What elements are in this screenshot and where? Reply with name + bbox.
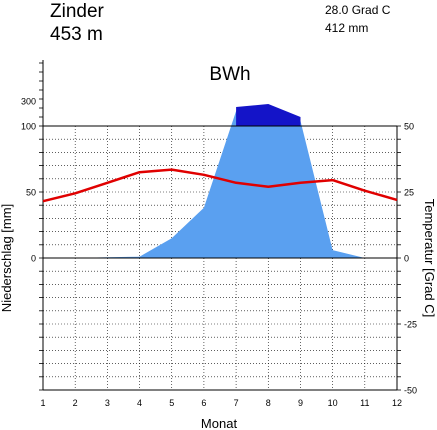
precip-tick-label: 0 (31, 254, 36, 264)
precipitation-excess-fill (236, 104, 301, 126)
month-tick-label: 9 (298, 398, 303, 408)
precip-tick-label: 300 (21, 97, 36, 107)
temp-tick-label: 25 (404, 188, 414, 198)
month-tick-label: 2 (73, 398, 78, 408)
precipitation-fill (43, 108, 397, 258)
chart-title: BWh (209, 64, 250, 85)
mean-temperature: 28.0 Grad C (325, 3, 391, 17)
temp-tick-label: -50 (404, 386, 417, 396)
month-tick-label: 3 (105, 398, 110, 408)
month-tick-label: 11 (360, 398, 369, 408)
month-tick-label: 7 (234, 398, 239, 408)
station-elevation: 453 m (50, 24, 103, 45)
x-axis-label: Monat (201, 416, 238, 430)
temp-tick-label: 50 (404, 122, 414, 132)
station-name: Zinder (50, 1, 105, 22)
month-tick-label: 1 (40, 398, 45, 408)
precipitation-area (43, 104, 397, 258)
month-tick-label: 12 (392, 398, 402, 408)
y-axis-label-right: Temperatur [Grad C] (422, 199, 437, 318)
annual-precipitation: 412 mm (325, 21, 368, 35)
month-tick-label: 8 (266, 398, 271, 408)
precip-tick-label: 100 (21, 122, 36, 132)
temperature-line (42, 168, 398, 203)
month-tick-label: 5 (169, 398, 174, 408)
temp-tick-label: -25 (404, 320, 417, 330)
y-axis-label-left: Niederschlag [mm] (0, 204, 14, 312)
precip-tick-label: 50 (26, 188, 36, 198)
temperature-polyline (42, 168, 398, 203)
month-tick-label: 4 (137, 398, 142, 408)
month-tick-label: 10 (328, 398, 338, 408)
temp-tick-label: 0 (404, 254, 409, 264)
month-tick-label: 6 (201, 398, 206, 408)
